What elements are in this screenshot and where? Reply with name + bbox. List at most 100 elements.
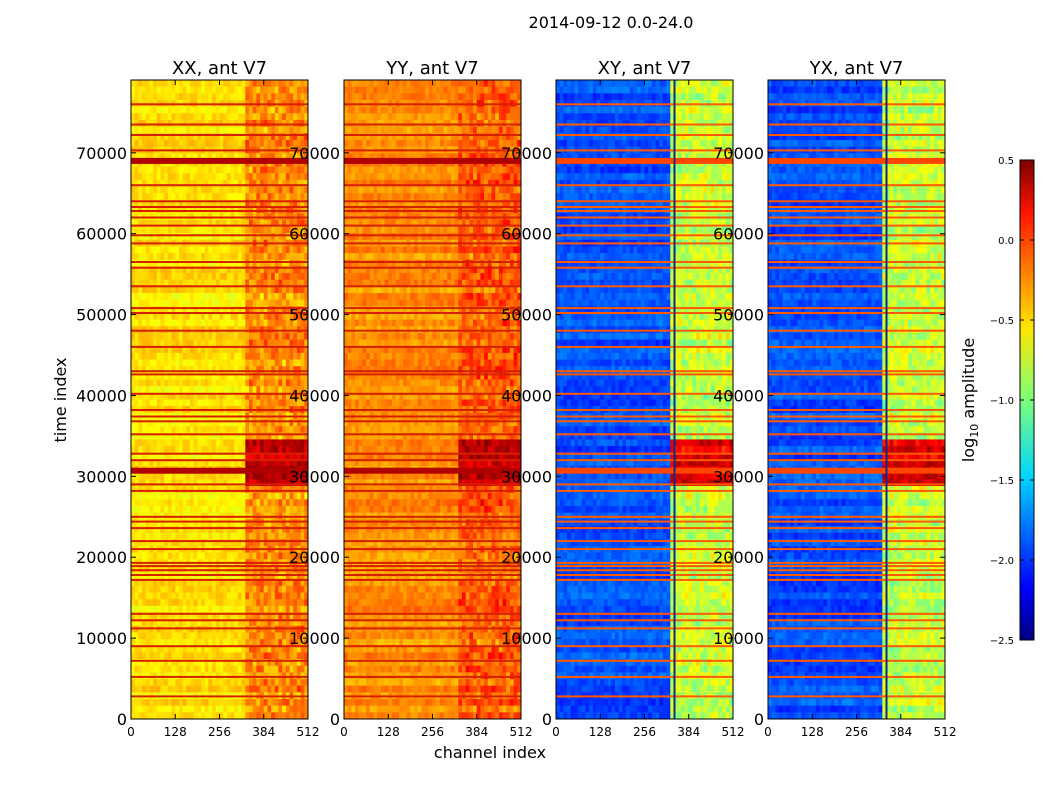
heatmap-cell bbox=[267, 107, 271, 114]
heatmap-cell bbox=[256, 586, 260, 593]
heatmap-cell bbox=[245, 320, 249, 327]
heatmap-cell bbox=[220, 699, 224, 706]
heatmap-cell bbox=[183, 246, 187, 253]
heatmap-cell bbox=[186, 187, 190, 194]
heatmap-cell bbox=[201, 533, 205, 540]
heatmap-cell bbox=[286, 519, 290, 526]
heatmap-cell bbox=[164, 712, 168, 719]
heatmap-cell bbox=[264, 519, 268, 526]
heatmap-cell bbox=[197, 300, 201, 307]
heatmap-cell bbox=[271, 260, 275, 267]
heatmap-cell bbox=[403, 80, 407, 87]
heatmap-cell bbox=[135, 80, 139, 87]
heatmap-cell bbox=[293, 366, 297, 373]
heatmap-cell bbox=[256, 320, 260, 327]
heatmap-cell bbox=[374, 87, 378, 94]
heatmap-cell bbox=[245, 599, 249, 606]
heatmap-cell bbox=[164, 226, 168, 233]
heatmap-cell bbox=[183, 293, 187, 300]
heatmap-cell bbox=[179, 593, 183, 600]
heatmap-cell bbox=[131, 652, 135, 659]
heatmap-cell bbox=[138, 273, 142, 280]
heatmap-cell bbox=[138, 506, 142, 513]
heatmap-cell bbox=[157, 553, 161, 560]
heatmap-cell bbox=[131, 340, 135, 347]
heatmap-cell bbox=[131, 286, 135, 293]
heatmap-cell bbox=[249, 519, 253, 526]
heatmap-cell bbox=[208, 353, 212, 360]
heatmap-cell bbox=[183, 573, 187, 580]
heatmap-cell bbox=[179, 479, 183, 486]
heatmap-cell bbox=[477, 80, 481, 87]
heatmap-cell bbox=[186, 386, 190, 393]
heatmap-cell bbox=[197, 699, 201, 706]
heatmap-cell bbox=[355, 80, 359, 87]
heatmap-cell bbox=[256, 533, 260, 540]
heatmap-cell bbox=[161, 246, 165, 253]
heatmap-cell bbox=[473, 93, 477, 100]
heatmap-cell bbox=[172, 506, 176, 513]
heatmap-cell bbox=[297, 113, 301, 120]
heatmap-cell bbox=[279, 87, 283, 94]
heatmap-cell bbox=[227, 586, 231, 593]
heatmap-cell bbox=[205, 113, 209, 120]
heatmap-cell bbox=[138, 340, 142, 347]
heatmap-cell bbox=[271, 380, 275, 387]
heatmap-cell bbox=[201, 473, 205, 480]
heatmap-cell bbox=[447, 93, 451, 100]
heatmap-cell bbox=[425, 107, 429, 114]
heatmap-cell bbox=[216, 426, 220, 433]
heatmap-cell bbox=[175, 632, 179, 639]
heatmap-cell bbox=[227, 193, 231, 200]
heatmap-cell bbox=[414, 80, 418, 87]
heatmap-cell bbox=[164, 260, 168, 267]
heatmap-cell bbox=[142, 706, 146, 713]
heatmap-cell bbox=[208, 479, 212, 486]
heatmap-cell bbox=[153, 426, 157, 433]
heatmap-cell bbox=[179, 473, 183, 480]
heatmap-cell bbox=[172, 486, 176, 493]
heatmap-cell bbox=[234, 553, 238, 560]
heatmap-cell bbox=[275, 253, 279, 260]
heatmap-cell bbox=[264, 253, 268, 260]
heatmap-cell bbox=[245, 473, 249, 480]
heatmap-cell bbox=[131, 80, 135, 87]
heatmap-cell bbox=[279, 93, 283, 100]
heatmap-cell bbox=[264, 499, 268, 506]
heatmap-cell bbox=[260, 426, 264, 433]
heatmap-cell bbox=[216, 127, 220, 134]
heatmap-cell bbox=[227, 187, 231, 194]
heatmap-cell bbox=[157, 606, 161, 613]
heatmap-cell bbox=[301, 446, 305, 453]
heatmap-cell bbox=[231, 593, 235, 600]
heatmap-cell bbox=[175, 686, 179, 693]
heatmap-cell bbox=[164, 253, 168, 260]
heatmap-cell bbox=[194, 380, 198, 387]
heatmap-cell bbox=[131, 386, 135, 393]
heatmap-cell bbox=[205, 400, 209, 407]
heatmap-cell bbox=[135, 686, 139, 693]
heatmap-cell bbox=[234, 313, 238, 320]
heatmap-cell bbox=[208, 446, 212, 453]
heatmap-cell bbox=[149, 446, 153, 453]
heatmap-cell bbox=[267, 499, 271, 506]
heatmap-cell bbox=[495, 80, 499, 87]
heatmap-cell bbox=[231, 533, 235, 540]
flagged-row bbox=[131, 330, 308, 332]
heatmap-cell bbox=[179, 599, 183, 606]
heatmap-cell bbox=[197, 666, 201, 673]
heatmap-cell bbox=[179, 686, 183, 693]
heatmap-cell bbox=[138, 107, 142, 114]
heatmap-cell bbox=[249, 446, 253, 453]
heatmap-cell bbox=[238, 80, 242, 87]
heatmap-cell bbox=[275, 586, 279, 593]
heatmap-cell bbox=[234, 599, 238, 606]
heatmap-cell bbox=[480, 93, 484, 100]
heatmap-cell bbox=[282, 439, 286, 446]
heatmap-cell bbox=[282, 493, 286, 500]
heatmap-cell bbox=[264, 273, 268, 280]
heatmap-cell bbox=[149, 113, 153, 120]
heatmap-cell bbox=[172, 686, 176, 693]
heatmap-cell bbox=[208, 666, 212, 673]
heatmap-cell bbox=[245, 93, 249, 100]
